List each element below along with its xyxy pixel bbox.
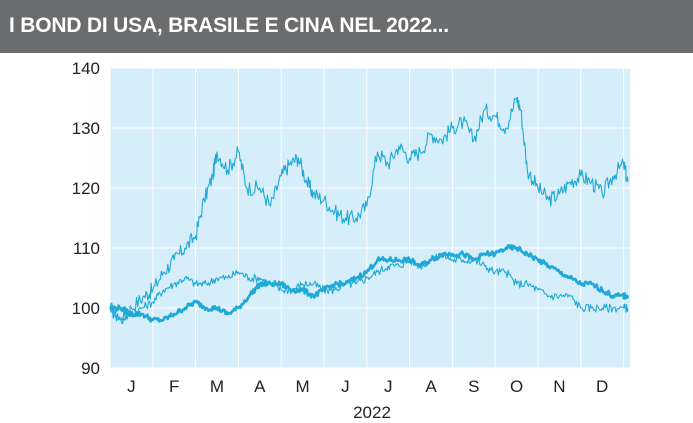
x-tick-label: A	[254, 377, 266, 396]
series-group	[109, 96, 630, 325]
x-tick-label: J	[127, 377, 136, 396]
x-tick-label: F	[169, 377, 179, 396]
x-tick-label: D	[596, 377, 608, 396]
x-tick-label: J	[341, 377, 350, 396]
chart-header: I BOND DI USA, BRASILE E CINA NEL 2022..…	[0, 0, 693, 53]
grid	[109, 67, 630, 369]
series-line-3	[109, 244, 630, 323]
x-tick-label: M	[296, 377, 310, 396]
series-line-1	[109, 96, 629, 325]
series-line-2	[109, 251, 629, 322]
x-tick-label: J	[384, 377, 393, 396]
x-tick-label: O	[510, 377, 523, 396]
y-tick-label: 100	[72, 299, 100, 318]
line-chart: 140 130 120 110 100 90 J F M A M J J A S O N D 2022	[72, 59, 630, 422]
x-tick-label: A	[425, 377, 437, 396]
y-tick-label: 90	[81, 359, 100, 378]
chart-title: I BOND DI USA, BRASILE E CINA NEL 2022..…	[9, 14, 449, 37]
y-tick-label: 120	[72, 179, 100, 198]
plot-area	[110, 68, 630, 368]
y-axis-ticks: 140 130 120 110 100 90	[72, 59, 100, 378]
y-tick-label: 130	[72, 119, 100, 138]
y-tick-label: 110	[73, 239, 100, 258]
x-axis-label: 2022	[353, 403, 391, 422]
x-tick-label: M	[210, 377, 224, 396]
x-tick-label: S	[468, 377, 479, 396]
x-tick-label: N	[553, 377, 565, 396]
y-tick-label: 140	[72, 59, 100, 78]
